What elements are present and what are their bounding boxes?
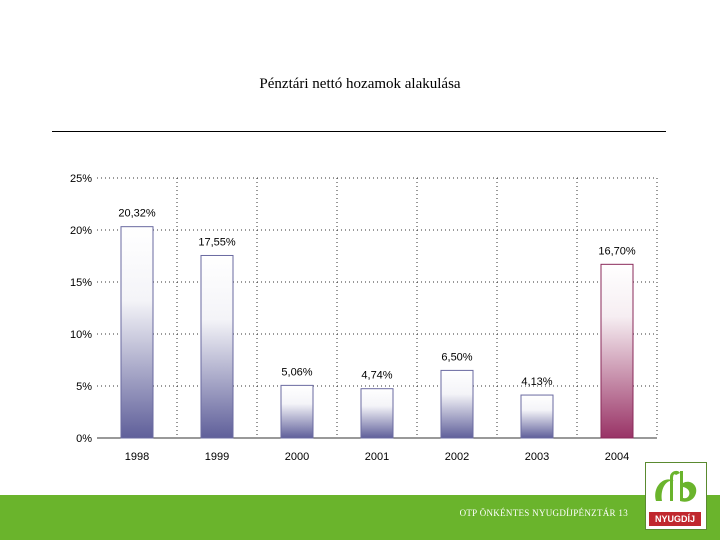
y-tick-label: 25% [70, 173, 92, 185]
data-label: 4,13% [521, 376, 552, 388]
footer-bar [0, 495, 720, 540]
chart-title: Pénztári nettó hozamok alakulása [259, 76, 461, 92]
footer-text: OTP ÖNKÉNTES NYUGDÍJPÉNZTÁR 13 [459, 508, 628, 518]
x-tick-label: 2002 [445, 451, 469, 463]
y-tick-label: 10% [70, 329, 92, 341]
bar [280, 384, 314, 439]
title-divider [52, 131, 666, 132]
data-label: 5,06% [281, 366, 312, 378]
otp-logo: NYUGDÍJ [645, 462, 707, 530]
x-tick-label: 2004 [605, 451, 629, 463]
y-tick-label: 20% [70, 225, 92, 237]
data-label: 6,50% [441, 351, 472, 363]
data-label: 16,70% [598, 245, 636, 257]
y-tick-label: 5% [76, 381, 92, 393]
logo-mark-icon [655, 470, 697, 502]
bar [120, 226, 154, 439]
x-tick-label: 1999 [205, 451, 229, 463]
bar [600, 263, 634, 439]
bar [440, 369, 474, 439]
logo-label: NYUGDÍJ [649, 512, 701, 526]
x-tick-label: 1998 [125, 451, 149, 463]
bar [360, 388, 394, 439]
bar [200, 254, 234, 439]
x-tick-label: 2000 [285, 451, 309, 463]
data-label: 20,32% [118, 208, 156, 220]
bar-chart: 0% 5% 10% 15% 20% 25% 20,32% 1998 17,55% 1999 5,06… [70, 173, 658, 463]
data-label: 4,74% [361, 370, 392, 382]
x-tick-label: 2003 [525, 451, 549, 463]
y-tick-label: 0% [76, 433, 92, 445]
bar [520, 394, 554, 439]
x-tick-label: 2001 [365, 451, 389, 463]
y-tick-label: 15% [70, 277, 92, 289]
data-label: 17,55% [198, 236, 236, 248]
